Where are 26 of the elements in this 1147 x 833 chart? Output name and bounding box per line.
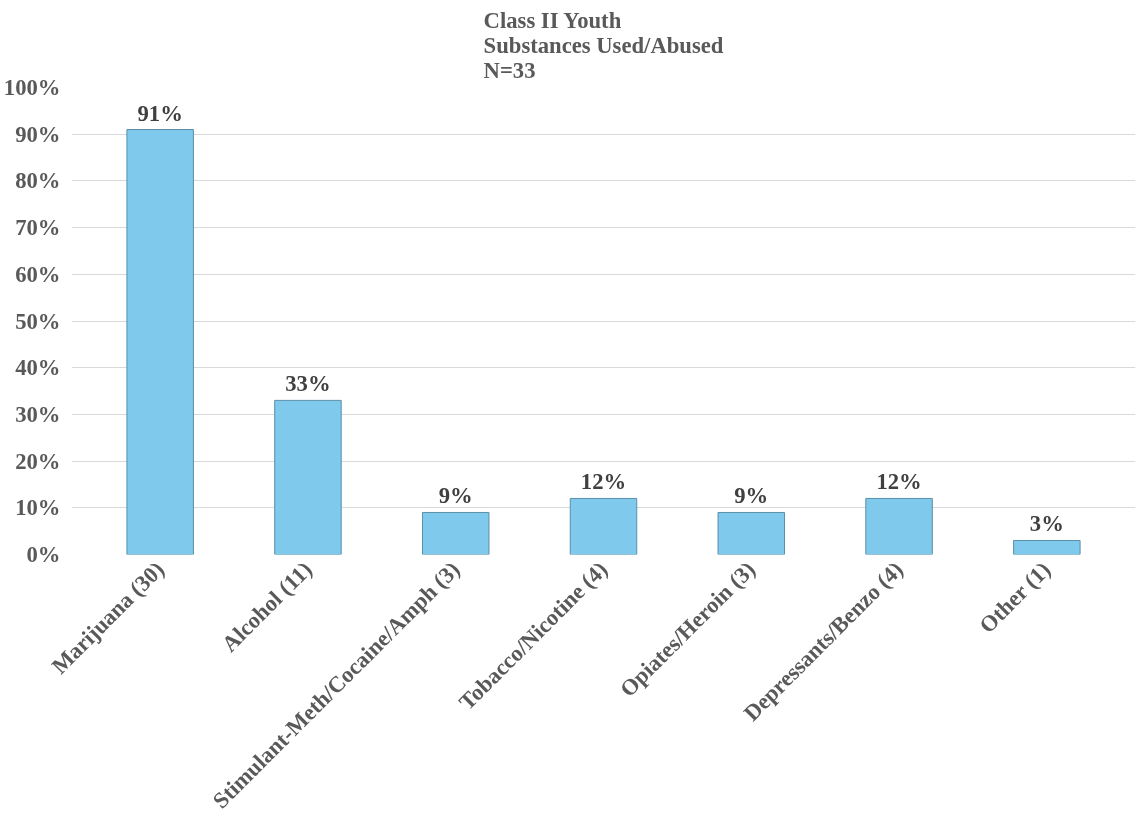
bar	[126, 129, 194, 555]
data-label: 91%	[137, 100, 183, 126]
bar	[421, 511, 490, 555]
y-tick-label: 80%	[15, 168, 61, 194]
y-tick-label: 100%	[3, 75, 61, 100]
bar	[274, 399, 342, 555]
y-tick-label: 60%	[15, 261, 61, 287]
y-tick-label: 0%	[26, 542, 61, 567]
data-label: 12%	[876, 469, 922, 495]
data-label: 9%	[734, 483, 769, 509]
y-tick-label: 50%	[15, 308, 61, 334]
y-tick-label: 70%	[15, 215, 61, 241]
y-tick-label: 20%	[15, 448, 61, 474]
bar	[717, 511, 786, 555]
y-tick-label: 30%	[15, 401, 61, 427]
y-tick-label: 40%	[15, 355, 61, 381]
data-label: 3%	[1029, 511, 1064, 537]
bar	[569, 497, 638, 555]
y-tick-label: 90%	[15, 121, 61, 147]
data-label: 12%	[580, 469, 627, 495]
chart-title: Class II Youth Substances Used/Abused N=33	[483, 7, 724, 83]
data-label: 33%	[285, 371, 331, 397]
bar	[1013, 539, 1081, 555]
y-tick-label: 10%	[15, 495, 61, 521]
bar	[865, 497, 933, 555]
data-label: 9%	[438, 483, 473, 509]
